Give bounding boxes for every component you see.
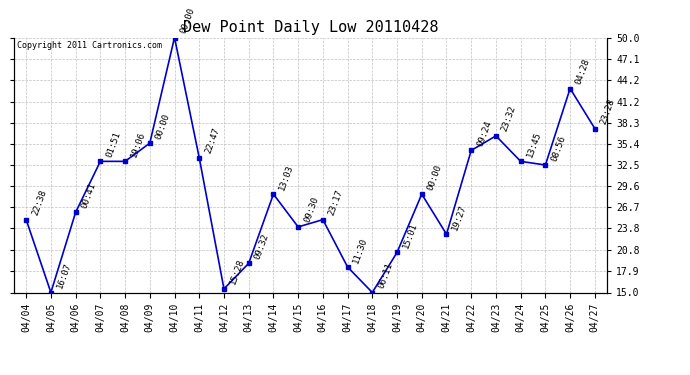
Text: 22:47: 22:47 bbox=[204, 127, 221, 155]
Text: 19:06: 19:06 bbox=[129, 130, 147, 159]
Text: 06:11: 06:11 bbox=[377, 261, 394, 290]
Text: 13:03: 13:03 bbox=[277, 163, 295, 191]
Text: Copyright 2011 Cartronics.com: Copyright 2011 Cartronics.com bbox=[17, 41, 161, 50]
Text: 00:00: 00:00 bbox=[154, 112, 172, 140]
Text: 11:30: 11:30 bbox=[352, 236, 369, 264]
Text: 00:00: 00:00 bbox=[426, 163, 444, 191]
Text: 01:51: 01:51 bbox=[104, 130, 122, 159]
Title: Dew Point Daily Low 20110428: Dew Point Daily Low 20110428 bbox=[183, 20, 438, 35]
Text: 23:32: 23:32 bbox=[500, 105, 518, 133]
Text: 15:01: 15:01 bbox=[401, 221, 419, 250]
Text: 15:28: 15:28 bbox=[228, 258, 246, 286]
Text: 08:56: 08:56 bbox=[549, 134, 567, 162]
Text: 16:07: 16:07 bbox=[55, 261, 72, 290]
Text: 04:28: 04:28 bbox=[574, 57, 592, 86]
Text: 13:45: 13:45 bbox=[525, 130, 542, 159]
Text: 00:41: 00:41 bbox=[80, 181, 97, 210]
Text: 09:32: 09:32 bbox=[253, 232, 270, 261]
Text: 09:24: 09:24 bbox=[475, 119, 493, 148]
Text: 23:17: 23:17 bbox=[327, 189, 345, 217]
Text: 00:00: 00:00 bbox=[179, 6, 197, 35]
Text: 19:27: 19:27 bbox=[451, 203, 469, 231]
Text: 09:30: 09:30 bbox=[302, 196, 320, 224]
Text: 23:28: 23:28 bbox=[599, 98, 617, 126]
Text: 22:38: 22:38 bbox=[30, 189, 48, 217]
